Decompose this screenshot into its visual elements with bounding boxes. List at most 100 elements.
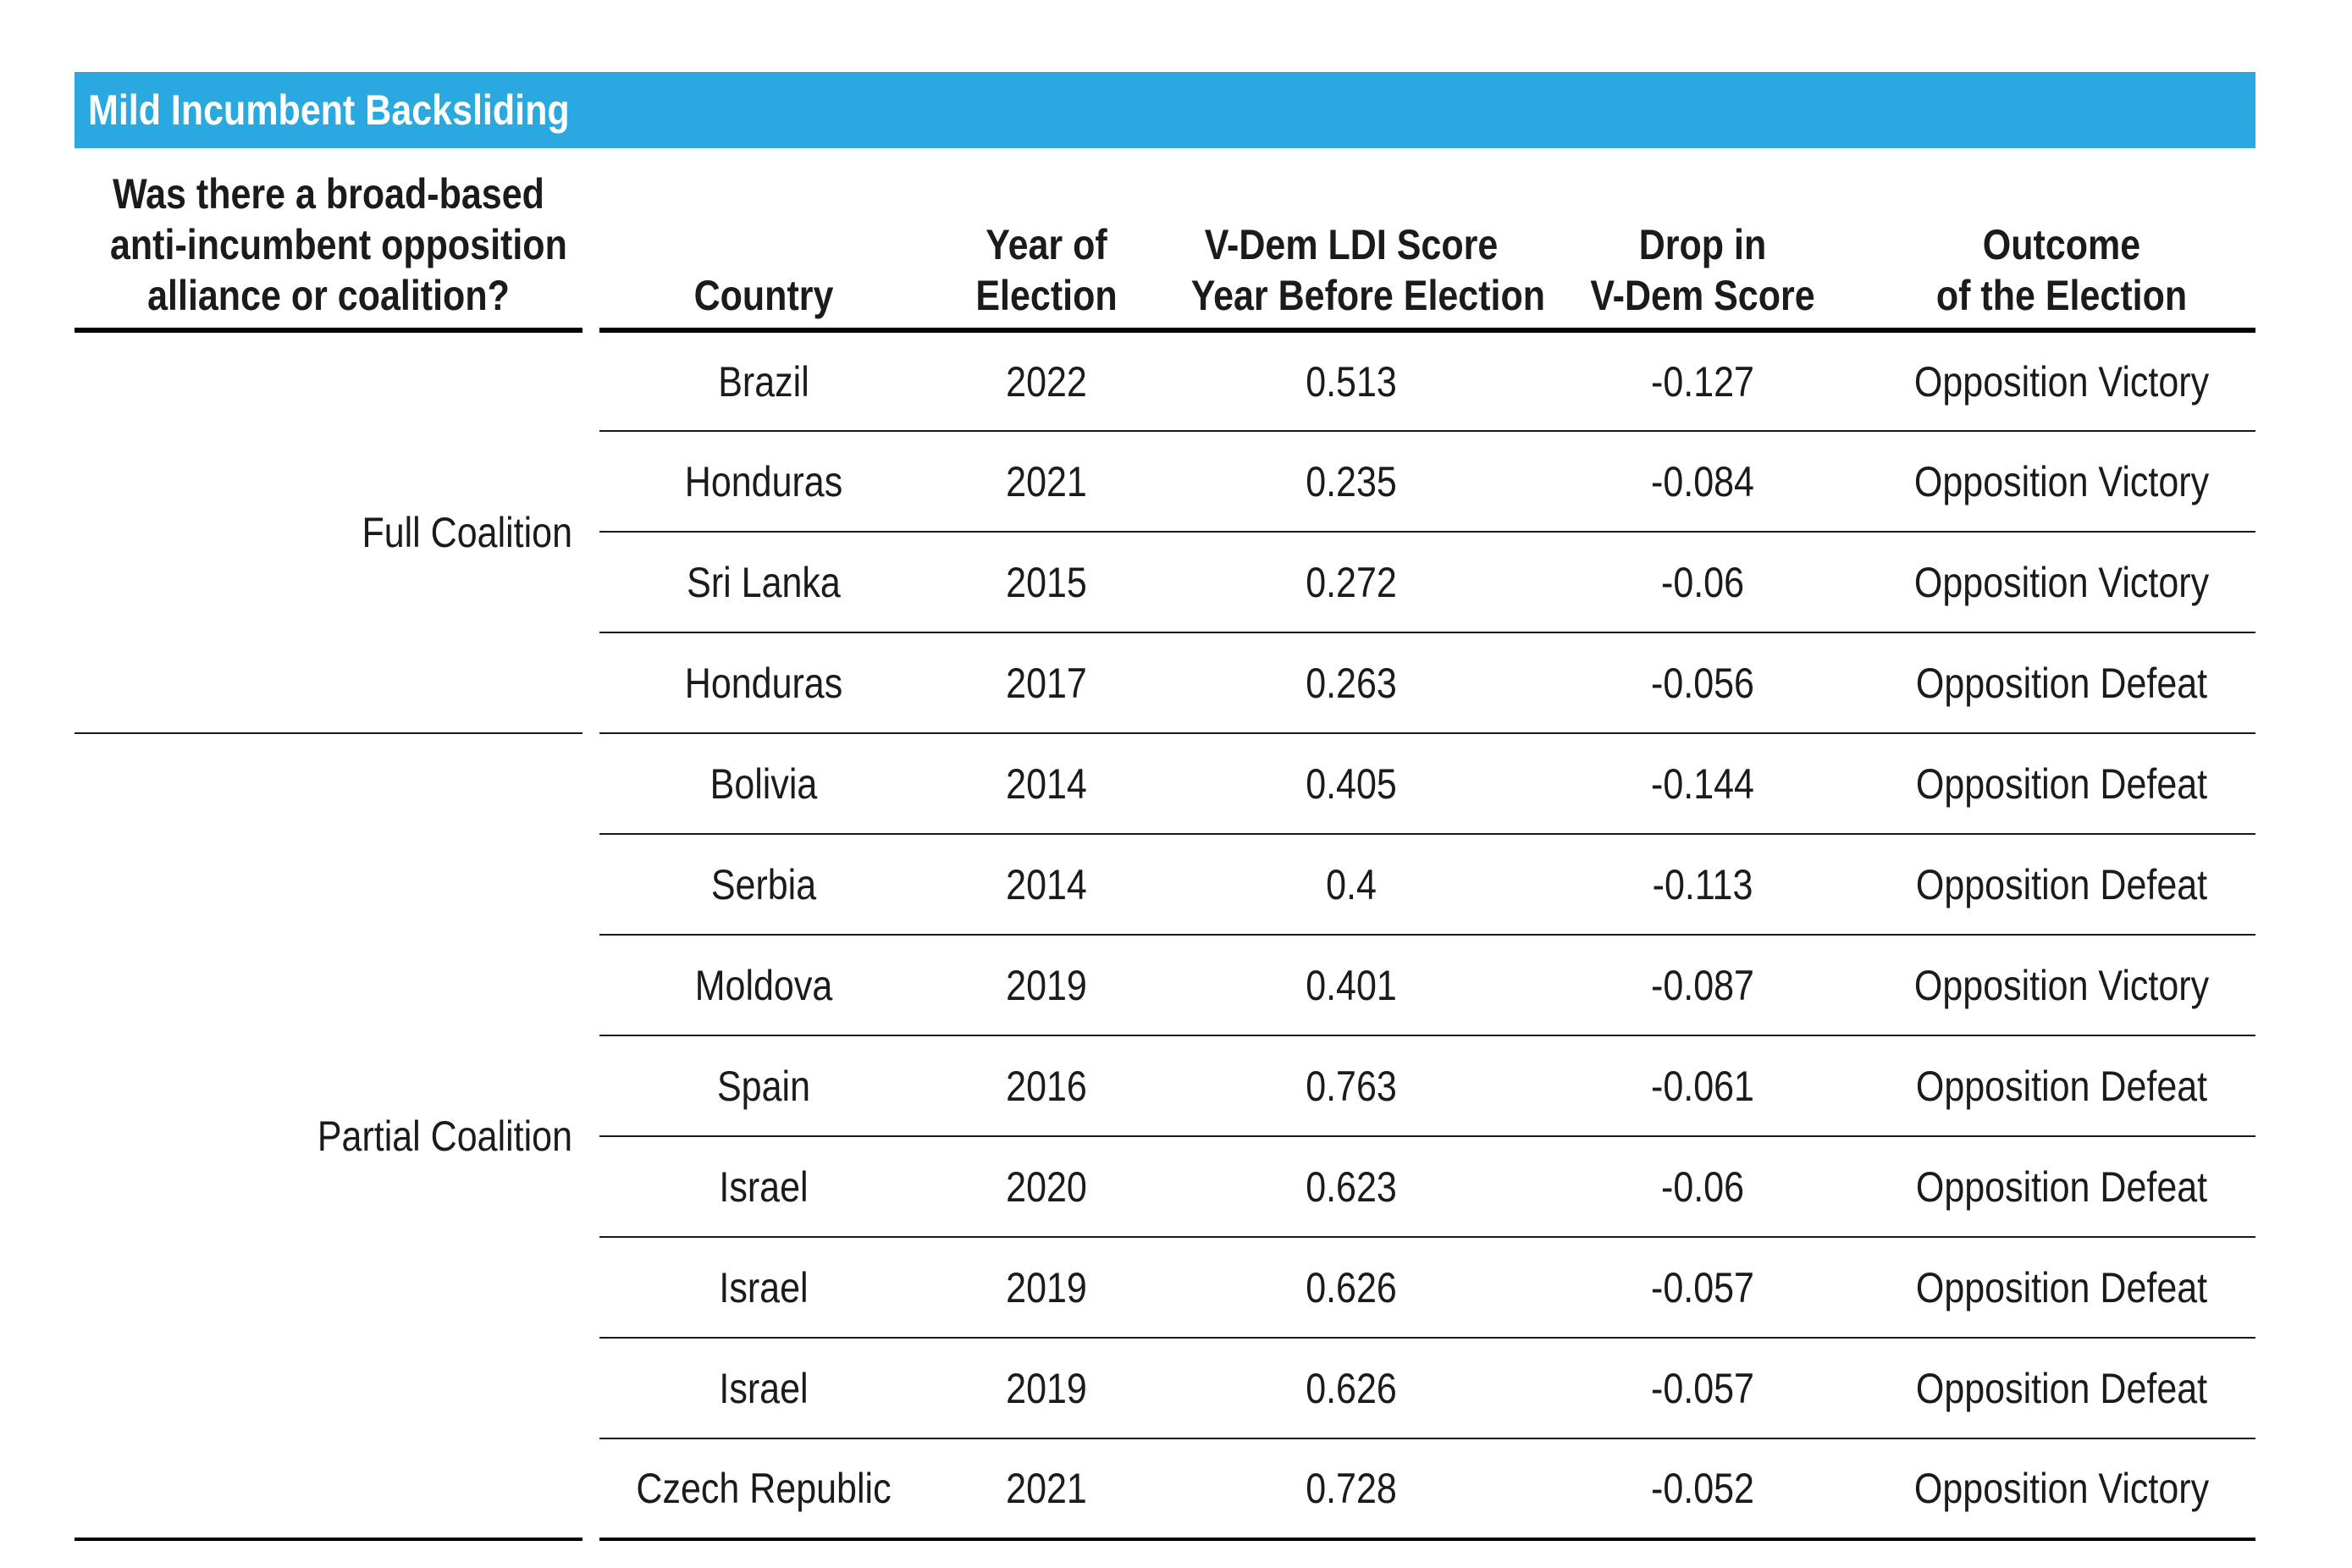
cell-ldi-score-text: 0.513 [1306, 357, 1397, 406]
column-header-line: Drop in [1638, 221, 1767, 268]
cell-outcome: Opposition Victory [1868, 330, 2255, 431]
header-row: Was there a broad-based anti-incumbent o… [75, 148, 2255, 333]
column-header-outcome: Outcome of the Election [1868, 148, 2255, 333]
cell-ldi-score-text: 0.272 [1306, 558, 1397, 606]
cell-year: 2020 [928, 1135, 1165, 1237]
cell-outcome: Opposition Defeat [1868, 1337, 2255, 1438]
cell-outcome-text: Opposition Defeat [1915, 1062, 2208, 1110]
table-row: Israel 2019 0.626 -0.057 Opposition Defeat [75, 1337, 2255, 1438]
group-column-header: Was there a broad-based anti-incumbent o… [75, 148, 582, 333]
column-header-line: Outcome [1982, 221, 2141, 268]
column-header-line: Year Before Election [1190, 272, 1546, 319]
cell-ldi-score-text: 0.626 [1306, 1364, 1397, 1412]
column-header-line: Year of [986, 221, 1107, 268]
column-header-line: Country [693, 272, 834, 319]
cell-score-drop: -0.06 [1538, 531, 1868, 632]
cell-outcome: Opposition Victory [1868, 1438, 2255, 1541]
cell-country-text: Bolivia [709, 759, 818, 808]
cell-year-text: 2019 [1006, 961, 1087, 1009]
cell-outcome-text: Opposition Defeat [1915, 659, 2208, 707]
cell-country-text: Honduras [684, 659, 843, 707]
cell-country: Israel [599, 1236, 928, 1338]
column-header-line: Election [975, 272, 1118, 319]
cell-year-text: 2014 [1006, 759, 1087, 808]
cell-ldi-score-text: 0.405 [1306, 759, 1397, 808]
column-header-country: Country [599, 148, 928, 333]
cell-outcome: Opposition Victory [1868, 531, 2255, 632]
cell-outcome: Opposition Defeat [1868, 1035, 2255, 1136]
cell-ldi-score: 0.272 [1165, 531, 1538, 632]
cell-outcome: Opposition Defeat [1868, 1236, 2255, 1338]
cell-outcome-text: Opposition Defeat [1915, 759, 2208, 808]
cell-country: Honduras [599, 430, 928, 532]
cell-year: 2019 [928, 1337, 1165, 1438]
table-row: Czech Republic 2021 0.728 -0.052 Opposition … [75, 1438, 2255, 1541]
group-column-header-line: Was there a broad-based [113, 170, 544, 218]
cell-year-text: 2021 [1006, 457, 1087, 505]
cell-score-drop-text: -0.052 [1651, 1465, 1754, 1512]
cell-year: 2019 [928, 1236, 1165, 1338]
cell-outcome: Opposition Victory [1868, 430, 2255, 532]
cell-country-text: Sri Lanka [687, 558, 841, 606]
column-header-line: V-Dem Score [1590, 272, 1815, 319]
cell-score-drop-text: -0.061 [1651, 1062, 1754, 1110]
cell-year: 2019 [928, 934, 1165, 1035]
cell-year: 2021 [928, 1438, 1165, 1541]
cell-score-drop: -0.084 [1538, 430, 1868, 532]
cell-ldi-score: 0.401 [1165, 934, 1538, 1035]
cell-year-text: 2022 [1006, 357, 1087, 406]
table-row: Spain 2016 0.763 -0.061 Opposition Defeat [75, 1035, 2255, 1136]
table-title-bar: Mild Incumbent Backsliding [75, 72, 2255, 148]
cell-country: Israel [599, 1337, 928, 1438]
cell-ldi-score: 0.626 [1165, 1236, 1538, 1338]
cell-year-text: 2019 [1006, 1364, 1087, 1412]
cell-score-drop: -0.144 [1538, 732, 1868, 834]
cell-score-drop: -0.113 [1538, 833, 1868, 935]
table-row: Honduras 2021 0.235 -0.084 Opposition Victor… [75, 430, 2255, 532]
backsliding-table: Was there a broad-based anti-incumbent o… [75, 148, 2255, 1541]
cell-ldi-score: 0.263 [1165, 632, 1538, 733]
cell-year-text: 2020 [1006, 1162, 1087, 1211]
cell-score-drop: -0.087 [1538, 934, 1868, 1035]
cell-score-drop: -0.127 [1538, 330, 1868, 431]
column-gap [582, 733, 599, 1539]
cell-year: 2021 [928, 430, 1165, 532]
cell-ldi-score: 0.513 [1165, 330, 1538, 431]
table-row: Honduras 2017 0.263 -0.056 Opposition Defeat [75, 632, 2255, 733]
cell-outcome: Opposition Defeat [1868, 632, 2255, 733]
cell-outcome-text: Opposition Defeat [1915, 1364, 2208, 1412]
cell-outcome: Opposition Defeat [1868, 1135, 2255, 1237]
cell-country: Spain [599, 1035, 928, 1136]
cell-outcome-text: Opposition Victory [1913, 457, 2210, 505]
cell-country: Czech Republic [599, 1438, 928, 1541]
group-column-header-line: alliance or coalition? [147, 272, 510, 319]
cell-country: Bolivia [599, 732, 928, 834]
cell-year: 2017 [928, 632, 1165, 733]
cell-outcome-text: Opposition Defeat [1915, 1162, 2208, 1211]
cell-ldi-score: 0.235 [1165, 430, 1538, 532]
cell-score-drop: -0.061 [1538, 1035, 1868, 1136]
cell-year: 2016 [928, 1035, 1165, 1136]
cell-ldi-score: 0.623 [1165, 1135, 1538, 1237]
cell-score-drop: -0.052 [1538, 1438, 1868, 1541]
cell-ldi-score: 0.763 [1165, 1035, 1538, 1136]
cell-score-drop-text: -0.084 [1651, 457, 1754, 505]
cell-outcome: Opposition Defeat [1868, 833, 2255, 935]
column-header-vdem-ldi-score: V-Dem LDI Score Year Before Election [1165, 148, 1546, 333]
cell-country-text: Moldova [694, 961, 833, 1009]
group-label: Partial Coalition [317, 1112, 572, 1160]
table-row: Full Coalition Brazil 2022 0.513 -0.127 Oppos… [75, 330, 2255, 557]
cell-score-drop: -0.056 [1538, 632, 1868, 733]
cell-ldi-score-text: 0.626 [1306, 1263, 1397, 1311]
cell-year-text: 2015 [1006, 558, 1087, 606]
cell-year-text: 2014 [1006, 860, 1087, 908]
cell-score-drop-text: -0.144 [1651, 759, 1754, 808]
cell-outcome-text: Opposition Victory [1913, 357, 2210, 406]
cell-country-text: Spain [717, 1062, 810, 1110]
cell-country: Honduras [599, 632, 928, 733]
cell-country: Serbia [599, 833, 928, 935]
cell-year: 2015 [928, 531, 1165, 632]
column-gap [582, 330, 599, 733]
table-row: Israel 2019 0.626 -0.057 Opposition Defeat [75, 1236, 2255, 1338]
cell-score-drop-text: -0.057 [1651, 1263, 1754, 1311]
